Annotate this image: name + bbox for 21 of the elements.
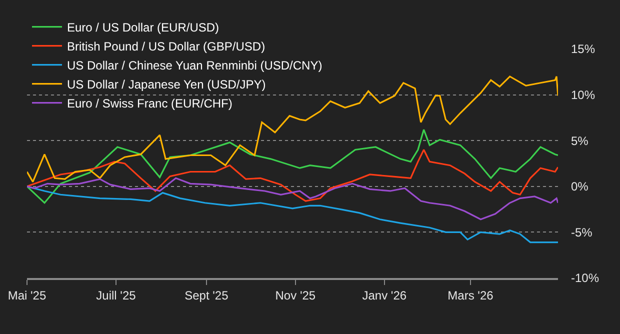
y-tick-label: -5% [571,225,593,240]
x-tick-label: Mars '26 [448,288,494,302]
line-series [27,148,558,202]
y-tick-label: 0% [571,180,589,194]
line-series [27,177,558,220]
legend-label: US Dollar / Japanese Yen (USD/JPY) [67,78,266,92]
legend-label: Euro / US Dollar (EUR/USD) [67,20,220,35]
x-tick-label: Juill '25 [96,288,136,302]
legend-label: US Dollar / Chinese Yuan Renminbi (USD/CNY) [67,58,322,73]
legend-label: British Pound / US Dollar (GBP/USD) [67,40,266,54]
y-tick-label: 10% [571,88,596,102]
y-tick-label: -10% [571,271,600,286]
x-tick-label: Mai '25 [8,288,46,302]
line-series [27,128,558,204]
x-tick-label: Nov '25 [275,288,316,302]
y-tick-label: 15% [571,42,596,56]
x-tick-label: Janv '26 [362,288,407,302]
line-series [27,76,558,183]
legend-label: Euro / Swiss Franc (EUR/CHF) [67,96,232,111]
x-tick-label: Sept '25 [184,288,229,302]
y-tick-label: 5% [571,134,589,148]
